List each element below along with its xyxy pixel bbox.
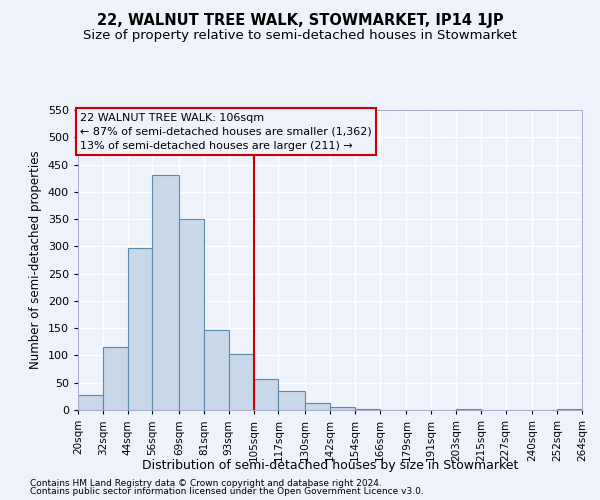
- Bar: [204, 330, 229, 410]
- Bar: [152, 176, 179, 410]
- Text: Contains public sector information licensed under the Open Government Licence v3: Contains public sector information licen…: [30, 487, 424, 496]
- Text: Size of property relative to semi-detached houses in Stowmarket: Size of property relative to semi-detach…: [83, 29, 517, 42]
- Bar: [254, 379, 278, 410]
- Bar: [229, 354, 254, 410]
- Bar: [128, 248, 152, 410]
- Bar: [179, 219, 204, 410]
- Text: 22, WALNUT TREE WALK, STOWMARKET, IP14 1JP: 22, WALNUT TREE WALK, STOWMARKET, IP14 1…: [97, 12, 503, 28]
- Text: Contains HM Land Registry data © Crown copyright and database right 2024.: Contains HM Land Registry data © Crown c…: [30, 478, 382, 488]
- Bar: [278, 391, 305, 410]
- Bar: [78, 394, 103, 410]
- Bar: [305, 403, 330, 410]
- Bar: [103, 348, 128, 410]
- Y-axis label: Number of semi-detached properties: Number of semi-detached properties: [29, 150, 42, 370]
- Text: Distribution of semi-detached houses by size in Stowmarket: Distribution of semi-detached houses by …: [142, 460, 518, 472]
- Bar: [330, 408, 355, 410]
- Text: 22 WALNUT TREE WALK: 106sqm
← 87% of semi-detached houses are smaller (1,362)
13: 22 WALNUT TREE WALK: 106sqm ← 87% of sem…: [80, 112, 372, 150]
